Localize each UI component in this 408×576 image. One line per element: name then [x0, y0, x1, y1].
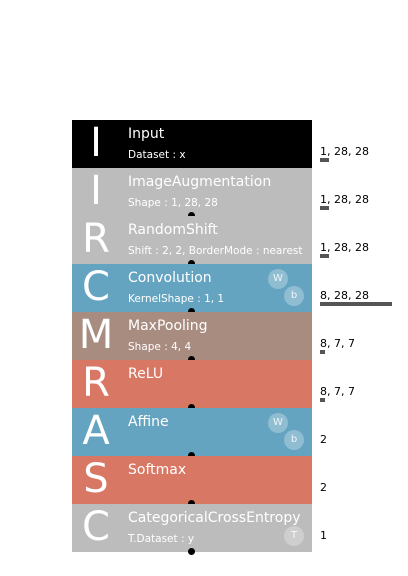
- layer-letter: M: [78, 312, 114, 358]
- connector-dot: [188, 356, 195, 363]
- layer-letter: S: [83, 456, 109, 502]
- output-size-bar: [320, 254, 329, 258]
- output-size-bar: [320, 206, 329, 210]
- param-badge-b[interactable]: b: [284, 286, 304, 306]
- layer-name: RandomShift: [128, 222, 218, 238]
- output-size-bar: [320, 158, 329, 162]
- layer-input[interactable]: I Input Dataset : x: [72, 120, 312, 168]
- param-badge-w[interactable]: W: [268, 269, 288, 289]
- connector-dot: [188, 548, 195, 555]
- layer-name: Convolution: [128, 270, 212, 286]
- layer-randomshift[interactable]: R RandomShift Shift : 2, 2, BorderMode : n…: [72, 216, 312, 264]
- layer-params: T.Dataset : y: [128, 533, 195, 545]
- output-size-bar: [320, 350, 325, 354]
- layer-name: Affine: [128, 414, 169, 430]
- output-size-bar: [320, 398, 325, 402]
- layer-imageaugmentation[interactable]: I ImageAugmentation Shape : 1, 28, 28: [72, 168, 312, 216]
- layer-name: ImageAugmentation: [128, 174, 272, 190]
- layer-letter: R: [82, 360, 110, 406]
- param-badge-b[interactable]: b: [284, 430, 304, 450]
- param-badge-t[interactable]: T: [284, 526, 304, 546]
- layer-name: Input: [128, 126, 165, 142]
- connector-dot: [188, 308, 195, 315]
- output-shape-label: 2: [320, 481, 327, 494]
- output-shape-label: 1, 28, 28: [320, 241, 369, 254]
- connector-dot: [188, 164, 195, 171]
- output-shape-label: 8, 7, 7: [320, 337, 355, 350]
- layer-name: Softmax: [128, 462, 187, 478]
- output-size-bar: [320, 302, 392, 306]
- layer-name: CategoricalCrossEntropy: [128, 510, 301, 526]
- layer-softmax[interactable]: S Softmax: [72, 456, 312, 504]
- layer-letter: I: [90, 168, 102, 214]
- layer-letter: A: [82, 408, 110, 454]
- layer-maxpooling[interactable]: M MaxPooling Shape : 4, 4: [72, 312, 312, 360]
- layer-letter: C: [82, 504, 110, 550]
- param-badge-w[interactable]: W: [268, 413, 288, 433]
- layer-letter: R: [82, 216, 110, 262]
- layer-params: KernelShape : 1, 1: [128, 293, 225, 305]
- layer-letter: I: [90, 120, 102, 166]
- connector-dot: [188, 212, 195, 219]
- layer-categoricalcrossentropy[interactable]: C CategoricalCrossEntropy T.Dataset : y T: [72, 504, 312, 552]
- layer-params: Shift : 2, 2, BorderMode : nearest: [128, 245, 303, 257]
- connector-dot: [188, 452, 195, 459]
- layer-name: MaxPooling: [128, 318, 208, 334]
- layer-relu[interactable]: R ReLU: [72, 360, 312, 408]
- layer-params: Shape : 4, 4: [128, 341, 192, 353]
- output-shape-label: 1: [320, 529, 327, 542]
- output-shape-label: 1, 28, 28: [320, 193, 369, 206]
- layer-params: Dataset : x: [128, 149, 186, 161]
- connector-dot: [188, 260, 195, 267]
- connector-dot: [188, 500, 195, 507]
- connector-dot: [188, 404, 195, 411]
- output-shape-label: 8, 7, 7: [320, 385, 355, 398]
- layer-name: ReLU: [128, 366, 164, 382]
- layer-letter: C: [82, 264, 110, 310]
- output-shape-label: 8, 28, 28: [320, 289, 369, 302]
- output-shape-label: 1, 28, 28: [320, 145, 369, 158]
- layer-params: Shape : 1, 28, 28: [128, 197, 218, 209]
- output-shape-label: 2: [320, 433, 327, 446]
